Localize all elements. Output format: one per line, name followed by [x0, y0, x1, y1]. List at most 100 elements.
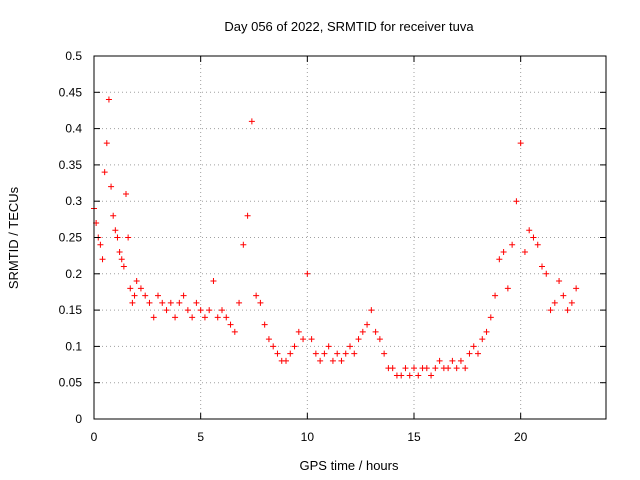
data-point — [479, 336, 486, 343]
data-point — [423, 365, 430, 372]
data-point — [206, 307, 213, 314]
data-point — [261, 321, 268, 328]
data-point — [475, 350, 481, 357]
data-point — [551, 299, 558, 306]
x-tick-label: 10 — [301, 430, 315, 444]
data-point — [189, 314, 196, 321]
data-point — [283, 357, 289, 364]
data-point — [449, 357, 456, 364]
data-point — [300, 336, 307, 343]
data-point — [453, 365, 460, 372]
data-point — [236, 299, 243, 306]
y-tick-label: 0.4 — [65, 122, 82, 136]
data-points — [91, 96, 580, 379]
data-point — [110, 212, 117, 219]
y-tick-label: 0.1 — [65, 339, 82, 353]
y-tick-label: 0.3 — [65, 194, 82, 208]
data-point — [492, 292, 499, 299]
data-point — [180, 292, 187, 299]
data-point — [103, 140, 110, 147]
data-point — [248, 118, 255, 125]
data-point — [445, 365, 452, 372]
data-point — [487, 314, 494, 321]
data-point — [159, 299, 166, 306]
data-point — [526, 227, 533, 234]
data-point — [118, 256, 125, 263]
data-point — [398, 372, 405, 379]
data-point — [253, 292, 260, 299]
data-point — [568, 299, 575, 306]
y-tick-label: 0 — [75, 412, 82, 426]
data-point — [338, 357, 345, 364]
data-point — [265, 336, 272, 343]
y-tick-label: 0.05 — [59, 376, 83, 390]
x-tick-label: 5 — [197, 430, 204, 444]
data-point — [543, 270, 550, 277]
data-point — [176, 299, 183, 306]
data-point — [355, 336, 362, 343]
data-point — [402, 365, 409, 372]
data-point — [123, 190, 129, 197]
data-point — [129, 299, 136, 306]
data-point — [347, 343, 353, 350]
data-point — [105, 96, 112, 103]
data-point — [240, 241, 247, 248]
data-point — [125, 234, 132, 241]
y-tick-label: 0.15 — [59, 303, 83, 317]
data-point — [214, 314, 221, 321]
data-point — [351, 350, 358, 357]
data-point — [334, 350, 341, 357]
y-tick-label: 0.25 — [59, 231, 83, 245]
data-point — [325, 343, 332, 350]
data-point — [291, 343, 298, 350]
data-point — [308, 336, 315, 343]
data-point — [287, 350, 294, 357]
data-point — [564, 307, 571, 314]
axis-ticks: 0 0.05 0.1 0.15 0.2 0.25 0.3 0.35 0.4 0.45 0.5 0 5 10… — [59, 49, 606, 444]
data-point — [312, 350, 319, 357]
data-point — [530, 234, 537, 241]
data-point — [244, 212, 251, 219]
data-point — [509, 241, 516, 248]
data-point — [270, 343, 277, 350]
data-point — [114, 234, 121, 241]
data-point — [227, 321, 234, 328]
data-point — [560, 292, 567, 299]
data-point — [210, 278, 217, 285]
grid — [94, 56, 606, 419]
data-point — [462, 365, 469, 372]
data-point — [547, 307, 554, 314]
data-point — [573, 285, 580, 292]
data-point — [201, 314, 208, 321]
data-point — [219, 307, 225, 314]
data-point — [133, 278, 140, 285]
data-point — [99, 256, 106, 263]
data-point — [428, 372, 435, 379]
y-tick-label: 0.45 — [59, 85, 83, 99]
data-point — [389, 365, 396, 372]
y-tick-label: 0.2 — [65, 267, 82, 281]
data-point — [127, 285, 134, 292]
data-point — [120, 263, 127, 270]
data-point — [364, 321, 371, 328]
data-point — [556, 278, 563, 285]
data-point — [317, 357, 324, 364]
data-point — [321, 350, 328, 357]
data-point — [466, 350, 473, 357]
data-point — [513, 198, 520, 205]
data-point — [167, 299, 174, 306]
x-tick-label: 20 — [514, 430, 528, 444]
data-point — [142, 292, 149, 299]
data-point — [483, 328, 490, 335]
data-point — [108, 183, 115, 190]
y-tick-label: 0.5 — [65, 49, 82, 63]
data-point — [274, 350, 281, 357]
x-tick-label: 0 — [91, 430, 98, 444]
x-axis-label: GPS time / hours — [300, 458, 399, 473]
data-point — [359, 328, 366, 335]
data-point — [504, 285, 511, 292]
data-point — [372, 328, 379, 335]
data-point — [150, 314, 157, 321]
data-point — [231, 328, 238, 335]
